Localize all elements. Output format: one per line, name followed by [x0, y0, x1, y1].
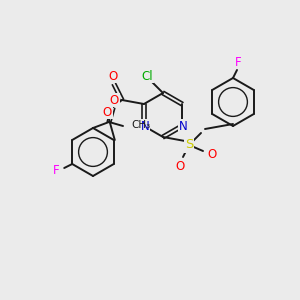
- Text: CH₃: CH₃: [131, 120, 150, 130]
- Text: Cl: Cl: [141, 70, 153, 83]
- Text: F: F: [53, 164, 59, 176]
- Text: O: O: [207, 148, 217, 161]
- Text: S: S: [185, 139, 193, 152]
- Text: O: O: [108, 70, 118, 83]
- Text: N: N: [179, 119, 188, 133]
- Text: F: F: [235, 56, 241, 68]
- Text: O: O: [176, 160, 184, 172]
- Text: N: N: [141, 119, 149, 133]
- Text: O: O: [102, 106, 112, 118]
- Text: O: O: [110, 94, 118, 106]
